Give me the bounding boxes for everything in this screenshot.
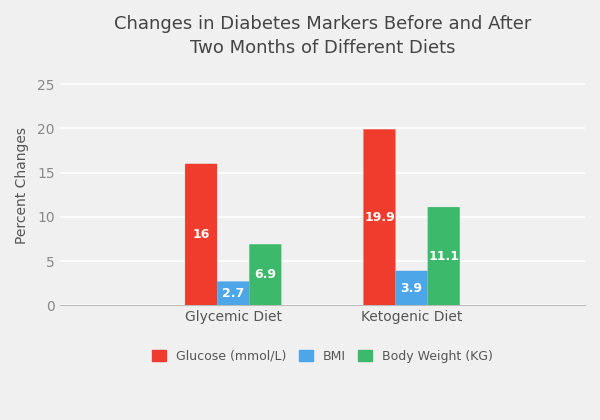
Text: 16: 16: [193, 228, 210, 241]
Y-axis label: Percent Changes: Percent Changes: [15, 127, 29, 244]
FancyBboxPatch shape: [428, 207, 460, 305]
Legend: Glucose (mmol/L), BMI, Body Weight (KG): Glucose (mmol/L), BMI, Body Weight (KG): [147, 345, 497, 368]
FancyBboxPatch shape: [364, 129, 395, 305]
Text: 2.7: 2.7: [222, 287, 244, 300]
FancyBboxPatch shape: [249, 244, 281, 305]
FancyBboxPatch shape: [217, 281, 249, 305]
FancyBboxPatch shape: [395, 271, 428, 305]
FancyBboxPatch shape: [185, 164, 217, 305]
Text: 11.1: 11.1: [428, 250, 459, 262]
Text: 3.9: 3.9: [401, 281, 422, 294]
Title: Changes in Diabetes Markers Before and After
Two Months of Different Diets: Changes in Diabetes Markers Before and A…: [114, 15, 531, 57]
Text: 19.9: 19.9: [364, 211, 395, 224]
Text: 6.9: 6.9: [254, 268, 277, 281]
